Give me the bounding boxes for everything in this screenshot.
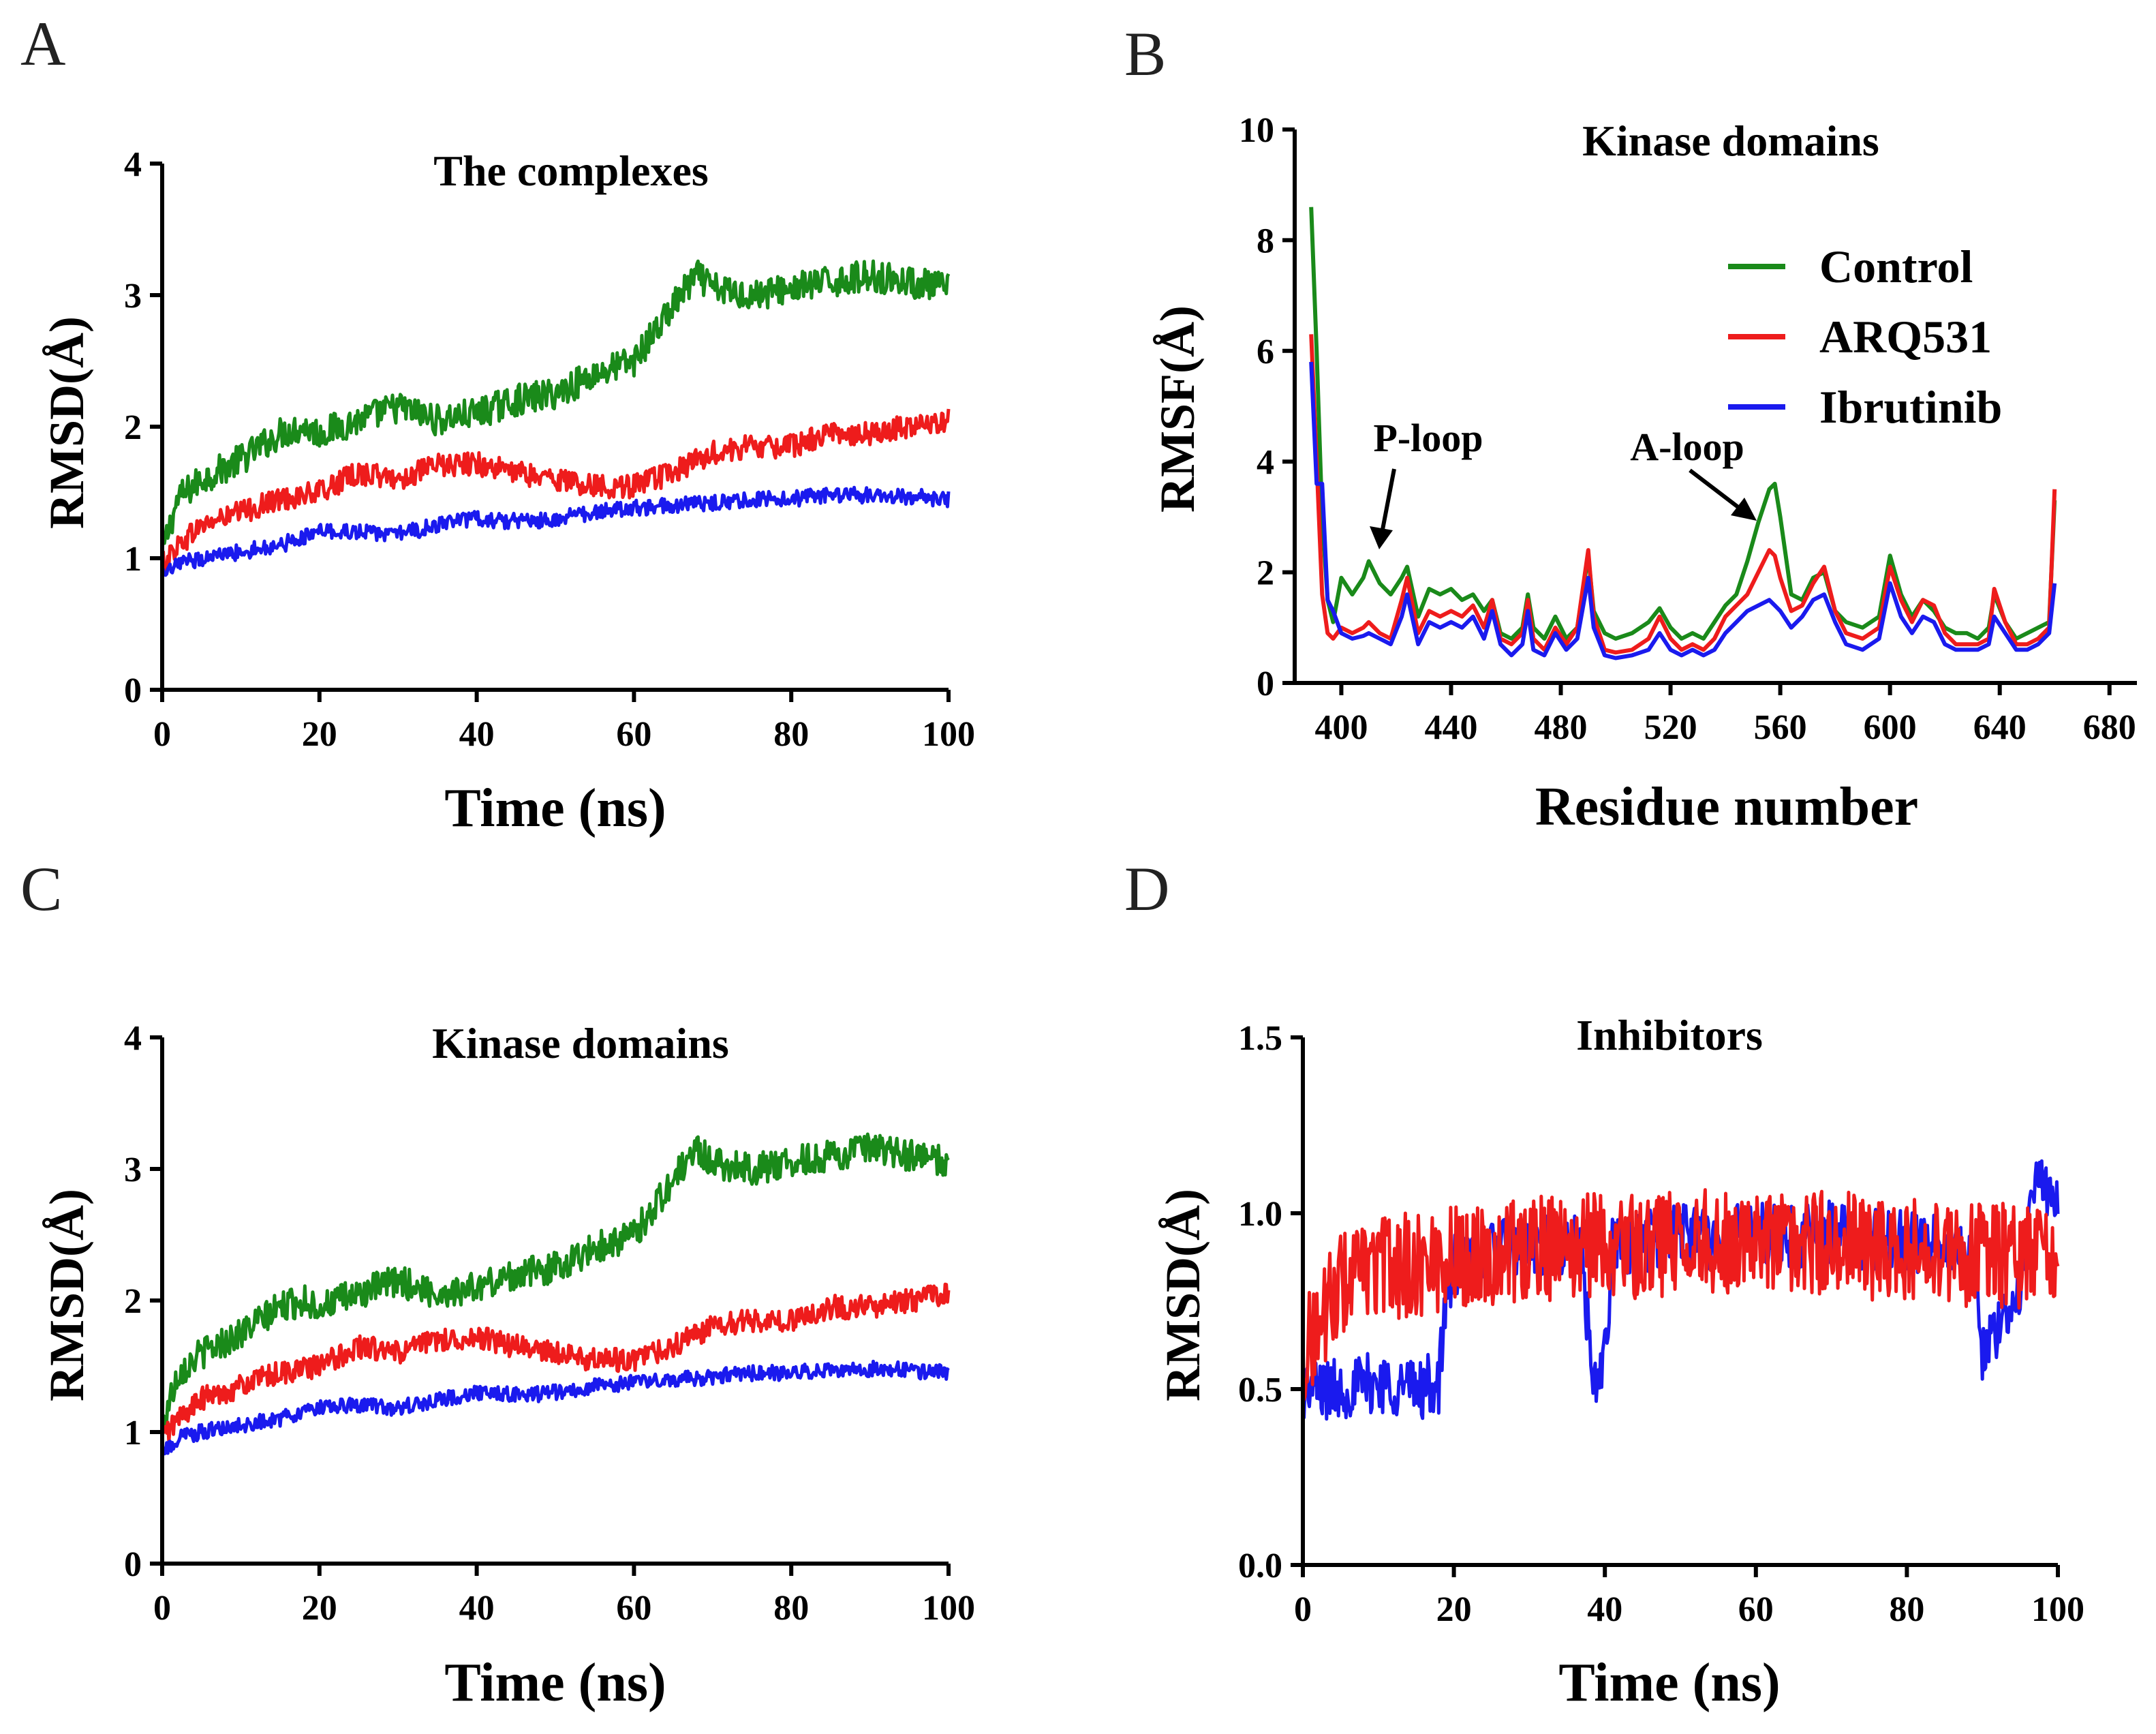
annotation-label-p-loop: P-loop [1373, 416, 1483, 460]
y-tick-label-c: 3 [124, 1151, 142, 1189]
series-line-c-1 [160, 1282, 951, 1444]
x-tick-label-a: 80 [773, 715, 809, 754]
x-tick-label-d: 0 [1294, 1590, 1312, 1629]
x-axis-label-d: Time (ns) [1558, 1653, 1780, 1713]
panel-a: A The complexes Time (ns) RMSD(Å) 0 20 40 6… [20, 9, 975, 838]
y-tick-label-a: 3 [124, 277, 142, 316]
x-axis-label-a: Time (ns) [444, 778, 666, 838]
series-line-b-0 [1309, 207, 2057, 641]
panel-d: D Inhibitors Time (ns) RMSD(Å) 0 20 40 60 80… [1124, 854, 2084, 1713]
y-tick-label-b: 0 [1257, 665, 1274, 703]
series-line-b-2 [1309, 361, 2057, 660]
x-tick-label-c: 40 [459, 1589, 495, 1628]
x-axis-label-b: Residue number [1535, 777, 1918, 837]
arrow-p-loop [1380, 468, 1396, 534]
panel-label-b: B [1124, 19, 1166, 89]
y-tick-label-d: 0.5 [1238, 1371, 1282, 1410]
x-tick-label-b: 520 [1644, 708, 1697, 747]
panel-label-a: A [20, 9, 65, 78]
x-tick-label-b: 560 [1754, 708, 1807, 747]
y-tick-label-d: 0.0 [1238, 1547, 1282, 1585]
y-tick-label-b: 10 [1239, 111, 1274, 150]
series-line-a-2 [160, 485, 951, 577]
series-line-c-0 [160, 1132, 950, 1429]
y-tick-label-b: 2 [1257, 554, 1274, 593]
y-axis-label-c: RMSD(Å) [40, 1189, 94, 1401]
x-tick-label-b: 400 [1314, 708, 1368, 747]
x-tick-label-a: 60 [616, 715, 651, 754]
x-tick-label-c: 100 [922, 1589, 975, 1628]
x-tick-label-a: 0 [153, 715, 171, 754]
y-axis-label-d: RMSD(Å) [1156, 1189, 1210, 1401]
chart-title-d: Inhibitors [1576, 1011, 1763, 1059]
panel-label-d: D [1124, 854, 1169, 924]
legend-label-ibrutinib: Ibrutinib [1819, 381, 2002, 433]
series-line-d-1 [1301, 1188, 2060, 1401]
y-tick-label-b: 8 [1257, 222, 1274, 260]
chart-title-b: Kinase domains [1582, 117, 1879, 165]
y-tick-label-a: 2 [124, 408, 142, 447]
plot-area-a: 0 20 40 60 80 100 0 1 2 3 4 [124, 145, 975, 754]
x-tick-label-d: 40 [1587, 1590, 1622, 1629]
x-tick-label-a: 40 [459, 715, 495, 754]
plot-area-c: 0 20 40 60 80 100 0 1 2 3 4 [124, 1019, 975, 1628]
y-tick-label-c: 4 [124, 1019, 142, 1058]
x-tick-label-b: 480 [1535, 708, 1588, 747]
x-tick-label-c: 80 [773, 1589, 809, 1628]
y-tick-label-b: 6 [1257, 333, 1274, 371]
panel-c: C Kinase domains Time (ns) RMSD(Å) 0 20 40… [20, 854, 975, 1713]
plot-area-b: 400 440 480 520 560 600 640 680 0 2 4 6 8 10 [1239, 111, 2137, 747]
x-tick-label-d: 100 [2031, 1590, 2084, 1629]
y-tick-label-a: 4 [124, 145, 142, 184]
chart-title-a: The complexes [433, 147, 709, 195]
x-tick-label-b: 440 [1424, 708, 1477, 747]
plot-area-d: 0 20 40 60 80 100 0.0 0.5 1.0 1.5 [1238, 1019, 2084, 1629]
y-axis-label-b: RMSF(Å) [1150, 305, 1205, 513]
panel-b: B Kinase domains Residue number RMSF(Å) … [1124, 19, 2137, 837]
series-line-c-2 [161, 1359, 950, 1456]
y-tick-label-d: 1.5 [1238, 1019, 1282, 1058]
series-line-a-0 [160, 259, 951, 548]
y-axis-label-a: RMSD(Å) [40, 316, 94, 529]
x-axis-label-c: Time (ns) [444, 1653, 666, 1713]
arrow-a-loop [1689, 468, 1743, 512]
annotation-a-loop: A-loop [1630, 425, 1757, 521]
x-tick-label-c: 20 [302, 1589, 337, 1628]
y-tick-label-c: 2 [124, 1282, 142, 1321]
chart-title-c: Kinase domains [432, 1019, 729, 1067]
arrowhead-a-loop [1731, 498, 1757, 521]
series-line-a-1 [160, 408, 951, 575]
arrowhead-p-loop [1370, 526, 1393, 549]
series-line-b-1 [1309, 334, 2057, 655]
annotation-label-a-loop: A-loop [1630, 425, 1744, 469]
x-tick-label-c: 60 [616, 1589, 651, 1628]
y-tick-label-a: 1 [124, 540, 142, 579]
x-tick-label-b: 640 [1973, 708, 2027, 747]
x-tick-label-c: 0 [153, 1589, 171, 1628]
annotation-p-loop: P-loop [1370, 416, 1483, 549]
y-tick-label-b: 4 [1257, 443, 1274, 482]
y-tick-label-a: 0 [124, 671, 142, 710]
x-tick-label-b: 600 [1864, 708, 1917, 747]
x-tick-label-d: 60 [1738, 1590, 1774, 1629]
legend-label-control: Control [1819, 241, 1973, 292]
panel-label-c: C [20, 854, 62, 924]
x-tick-label-a: 100 [922, 715, 975, 754]
y-tick-label-d: 1.0 [1238, 1195, 1282, 1234]
x-tick-label-d: 80 [1889, 1590, 1924, 1629]
legend-b: Control ARQ531 Ibrutinib [1728, 241, 2002, 433]
y-tick-label-c: 1 [124, 1414, 142, 1452]
x-tick-label-d: 20 [1436, 1590, 1472, 1629]
x-tick-label-b: 680 [2083, 708, 2136, 747]
x-tick-label-a: 20 [302, 715, 337, 754]
legend-label-arq531: ARQ531 [1819, 311, 1992, 363]
y-tick-label-c: 0 [124, 1545, 142, 1584]
